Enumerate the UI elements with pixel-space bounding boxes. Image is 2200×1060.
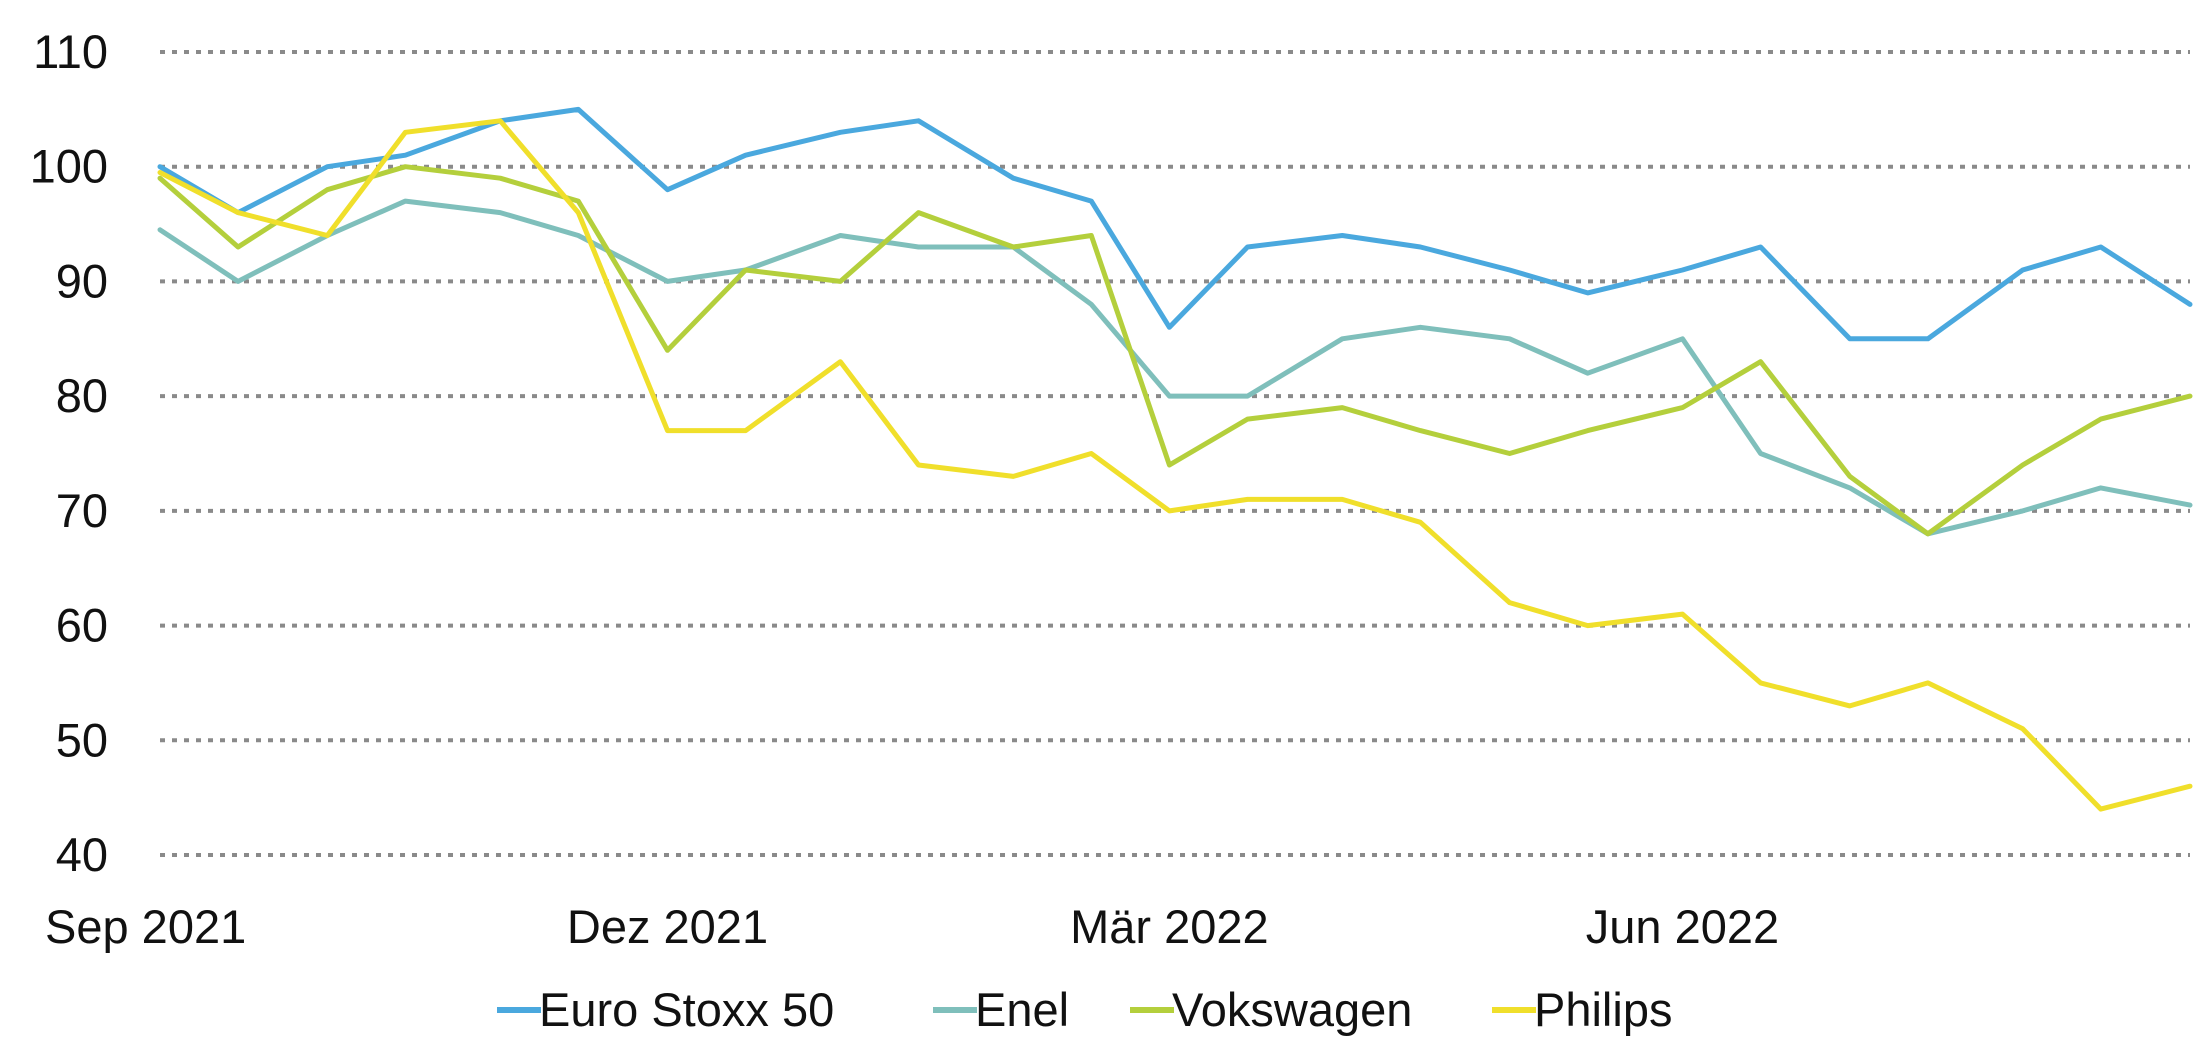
y-tick-label: 80: [56, 369, 108, 422]
y-tick-label: 70: [56, 484, 108, 537]
x-tick-label: Jun 2022: [1586, 900, 1779, 953]
series-line-euro-stoxx-50: [157, 106, 2193, 342]
legend-label: Vokswagen: [1172, 983, 1412, 1036]
gridlines: [160, 50, 2190, 857]
legend-label: Philips: [1534, 983, 1672, 1036]
legend: Euro Stoxx 50 Enel Vokswagen Philips: [497, 983, 1672, 1036]
legend-label: Enel: [975, 983, 1069, 1036]
y-tick-label: 90: [56, 254, 108, 307]
x-tick-label: Sep 2021: [45, 900, 246, 953]
y-tick-label: 100: [30, 140, 108, 193]
y-tick-label: 50: [56, 713, 108, 766]
x-tick-label: Mär 2022: [1070, 900, 1269, 953]
series-lines: [157, 106, 2193, 812]
x-tick-label: Dez 2021: [567, 900, 768, 953]
x-axis-tick-labels: Sep 2021 Dez 2021 Mär 2022 Jun 2022: [45, 900, 1779, 953]
series-line-enel: [157, 198, 2193, 537]
y-tick-label: 60: [56, 599, 108, 652]
legend-label: Euro Stoxx 50: [539, 983, 834, 1036]
series-line-philips: [157, 118, 2193, 812]
y-axis-tick-labels: 40 50 60 70 80 90 100 110: [30, 25, 108, 881]
y-tick-label: 40: [56, 828, 108, 881]
series-line-vokswagen: [157, 164, 2193, 537]
y-tick-label: 110: [33, 25, 108, 78]
